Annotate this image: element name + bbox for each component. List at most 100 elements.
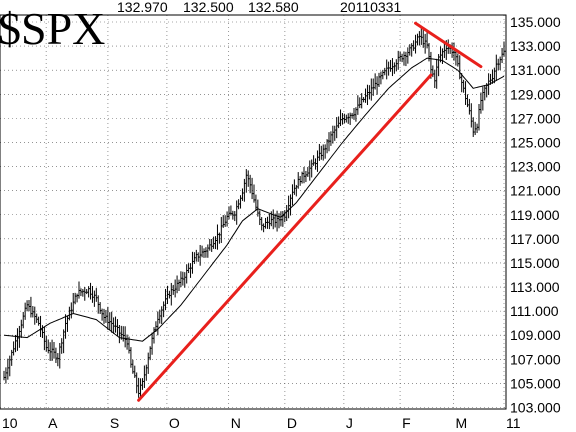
price-bar [20,319,23,338]
price-bar [434,69,437,89]
price-bar [228,206,231,220]
price-bar [266,216,269,229]
price-bar [397,50,400,70]
price-bar [38,316,41,326]
price-bar [43,326,46,351]
price-bar [122,326,125,342]
header-value-3: 132.580 [248,0,299,15]
price-bar [374,73,377,90]
price-bar [111,311,114,333]
price-bar [170,282,173,306]
price-bar [95,288,98,302]
price-bar [466,94,469,108]
price-bar [238,199,241,210]
price-bar [261,217,264,231]
price-bar [413,40,416,51]
price-bar [220,216,223,243]
price-bar [363,97,366,103]
price-bar [45,335,48,352]
price-bar [109,312,112,330]
price-bar [388,61,391,76]
x-tick-label: 10 [2,415,18,431]
price-bar [161,306,164,324]
price-bar [443,42,446,59]
price-bar [422,29,425,48]
price-bar [274,213,277,228]
price-bar [90,282,93,300]
y-tick-label: 105.000 [510,375,561,391]
price-bar [503,41,506,57]
price-bar [390,59,393,72]
price-bar [265,217,268,229]
price-bar [311,159,314,178]
price-bar [399,51,402,62]
price-bar [105,309,108,323]
price-bar [34,306,37,325]
price-bar [474,121,477,136]
price-bar [63,329,66,354]
price-bar [315,158,318,170]
price-bar [132,359,135,374]
y-tick-label: 127.000 [510,110,561,126]
y-tick-label: 133.000 [510,38,561,54]
price-bar [340,109,343,127]
price-bar [461,73,464,93]
price-bar [72,292,75,314]
price-bars-layer [3,27,506,399]
price-bar [386,59,389,80]
price-bar [80,288,83,297]
price-bar [486,83,489,98]
y-tick-label: 115.000 [510,255,560,271]
price-bar [472,117,475,137]
price-bar [297,172,300,189]
price-bar [270,211,273,227]
price-bar [5,367,8,384]
price-bar [24,302,27,320]
price-bar [313,155,316,166]
price-bar [141,378,144,390]
price-bar [28,300,31,312]
ticker-symbol: $SPX [0,3,105,54]
price-bar [438,54,441,77]
price-bar [301,171,304,184]
price-bar [465,81,468,105]
price-bar [203,248,206,258]
resistance-trendline [414,21,483,69]
price-bar [332,125,335,144]
price-bar [101,308,104,321]
y-tick-label: 111.000 [510,303,559,319]
price-bar [282,210,285,227]
price-bar [65,314,68,339]
price-bar [26,300,29,312]
price-bar [290,194,293,216]
price-bar [501,48,504,64]
x-tick-label: N [231,415,241,431]
price-bar [78,281,81,299]
price-bar [497,58,500,71]
price-bar [176,275,179,294]
y-tick-label: 125.000 [510,134,561,150]
y-tick-label: 123.000 [510,159,561,175]
price-bar [470,103,473,128]
price-bar [291,184,294,206]
price-bar [18,325,21,348]
x-tick-label: S [110,415,119,431]
price-bar [368,85,371,100]
price-bar [272,209,275,230]
moving-average-line [3,57,505,342]
x-tick-label: J [346,415,353,431]
price-bar [351,112,354,119]
price-bar [184,272,187,288]
price-bar [201,245,204,258]
price-bar [322,144,325,161]
price-bar [484,85,487,101]
price-bar [251,177,254,200]
price-bar [366,84,369,106]
price-bar [126,334,129,350]
price-bar [259,210,262,226]
price-bar [47,339,50,354]
price-bar [13,341,16,356]
y-tick-label: 103.000 [510,400,561,416]
price-bar [99,302,102,315]
